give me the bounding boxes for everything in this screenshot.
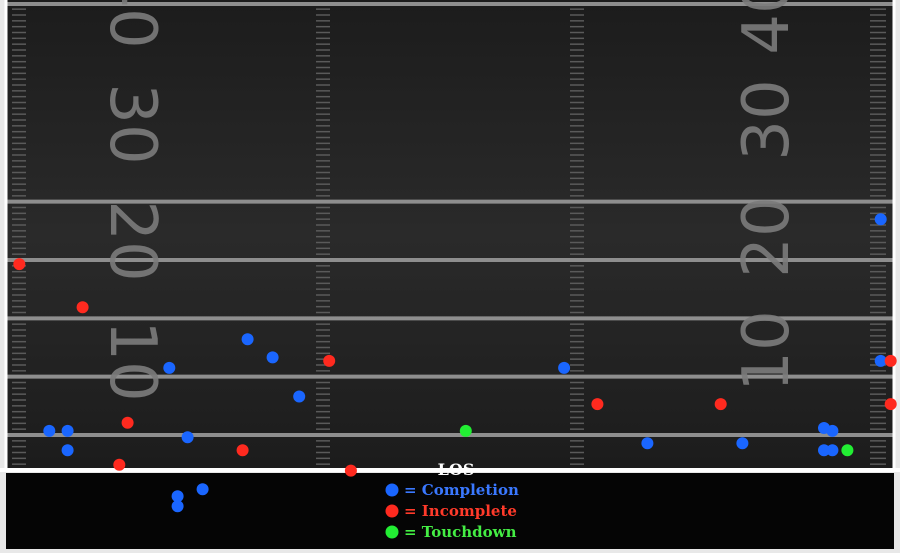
- legend-swatch-touchdown: [385, 525, 399, 539]
- touchdown-point: [841, 444, 854, 457]
- completion-point: [826, 424, 839, 437]
- los-label: LOS: [438, 460, 475, 479]
- yard-lines: [4, 0, 896, 468]
- incomplete-point: [113, 458, 126, 471]
- yard-numbers: 10 20 30 40 10 20 30 40: [95, 0, 804, 402]
- completion-point: [558, 361, 571, 374]
- completion-point: [181, 431, 194, 444]
- incomplete-point: [591, 398, 604, 411]
- yard-number-left-30: 30: [95, 83, 169, 164]
- completion-point: [241, 333, 254, 346]
- yard-number-left-20: 20: [95, 200, 169, 281]
- legend-label-incomplete: = Incomplete: [404, 502, 517, 520]
- yard-number-left-40: 40: [95, 0, 169, 49]
- completion-point: [874, 213, 887, 226]
- completion-point: [874, 354, 887, 367]
- yard-number-right-10: 10: [730, 310, 804, 391]
- completion-point: [61, 424, 74, 437]
- touchdown-point: [459, 424, 472, 437]
- completion-point: [171, 490, 184, 503]
- incomplete-point: [884, 398, 897, 411]
- yard-number-right-40: 40: [730, 0, 804, 55]
- incomplete-point: [884, 354, 897, 367]
- legend-panel: [6, 473, 894, 549]
- completion-point: [171, 500, 184, 513]
- yard-number-left-10: 10: [95, 320, 169, 401]
- incomplete-point: [323, 354, 336, 367]
- completion-point: [641, 437, 654, 450]
- completion-point: [196, 483, 209, 496]
- data-points: [13, 213, 897, 513]
- incomplete-point: [714, 398, 727, 411]
- legend: = Completion = Incomplete = Touchdown: [385, 481, 519, 541]
- completion-point: [818, 444, 830, 457]
- completion-point: [736, 437, 749, 450]
- legend-swatch-incomplete: [385, 504, 399, 518]
- incomplete-point: [76, 301, 89, 314]
- completion-point: [163, 361, 176, 374]
- completion-point: [266, 351, 279, 364]
- completion-point: [61, 444, 74, 457]
- hash-marks: [12, 2, 886, 465]
- incomplete-point: [236, 444, 249, 457]
- yard-number-right-30: 30: [730, 79, 804, 160]
- yard-number-right-20: 20: [730, 196, 804, 277]
- legend-label-touchdown: = Touchdown: [404, 523, 517, 541]
- completion-point: [293, 390, 306, 403]
- incomplete-point: [121, 416, 134, 429]
- field-surface: [6, 0, 894, 468]
- incomplete-point: [344, 464, 357, 477]
- completion-point: [43, 424, 56, 437]
- incomplete-point: [13, 258, 26, 271]
- legend-swatch-completion: [385, 483, 399, 497]
- completion-point: [826, 444, 839, 457]
- legend-label-completion: = Completion: [404, 481, 519, 499]
